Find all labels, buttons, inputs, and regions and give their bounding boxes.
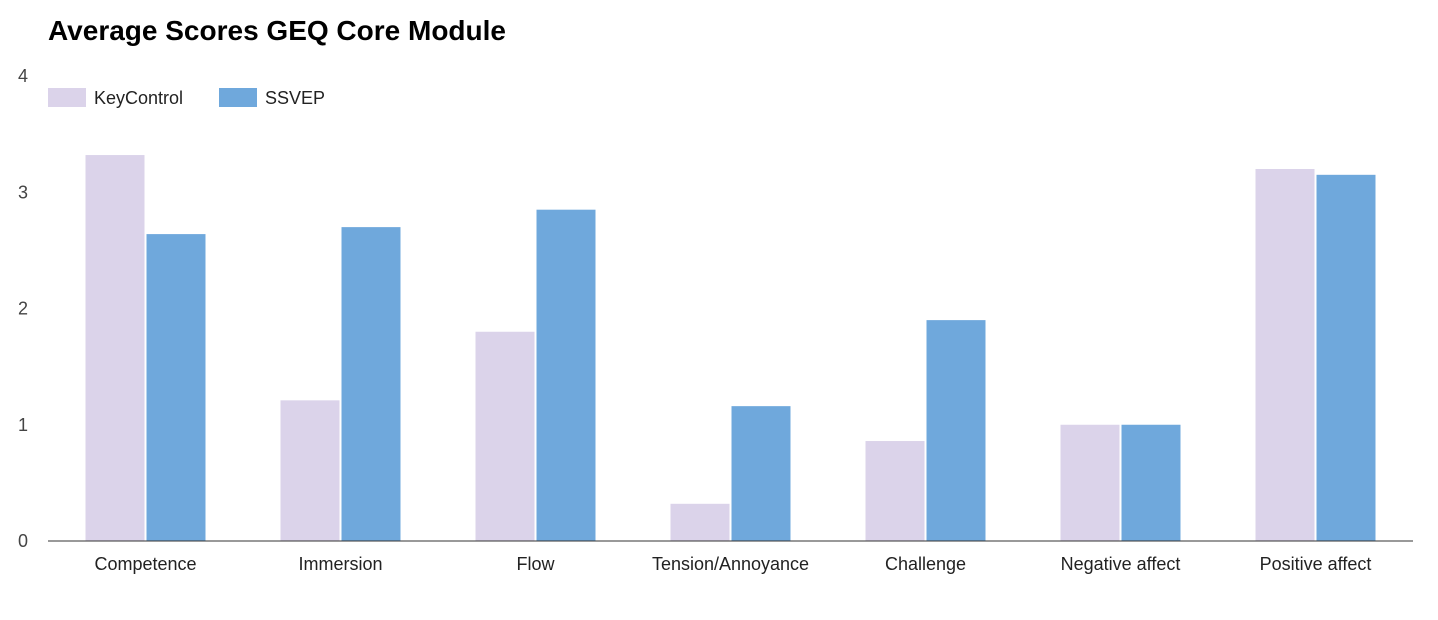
bar-ssvep-5 (1121, 424, 1181, 541)
bar-keycontrol-1 (280, 400, 340, 541)
y-tick-label: 4 (18, 66, 28, 86)
x-tick-label: Tension/Annoyance (652, 554, 809, 574)
y-tick-label: 3 (18, 182, 28, 202)
bars (85, 155, 1376, 542)
bar-keycontrol-5 (1060, 424, 1120, 541)
y-tick-label: 0 (18, 531, 28, 551)
bar-ssvep-2 (536, 209, 596, 541)
chart-title: Average Scores GEQ Core Module (48, 15, 506, 46)
x-tick-label: Competence (94, 554, 196, 574)
y-tick-label: 1 (18, 415, 28, 435)
legend-label-ssvep: SSVEP (265, 88, 325, 108)
legend-swatch-keycontrol (48, 88, 86, 107)
legend: KeyControl SSVEP (48, 88, 325, 108)
x-tick-label: Immersion (298, 554, 382, 574)
legend-swatch-ssvep (219, 88, 257, 107)
bar-ssvep-3 (731, 406, 791, 541)
bar-keycontrol-4 (865, 441, 925, 541)
x-tick-label: Challenge (885, 554, 966, 574)
x-tick-label: Positive affect (1260, 554, 1372, 574)
y-axis-ticks: 0 1 2 3 4 (18, 66, 28, 551)
y-tick-label: 2 (18, 299, 28, 319)
bar-ssvep-0 (146, 234, 206, 541)
x-axis-labels: Competence Immersion Flow Tension/Annoyance… (94, 554, 1371, 574)
legend-label-keycontrol: KeyControl (94, 88, 183, 108)
x-tick-label: Flow (516, 554, 555, 574)
bar-keycontrol-3 (670, 503, 730, 541)
bar-ssvep-4 (926, 320, 986, 541)
bar-ssvep-1 (341, 227, 401, 541)
bar-keycontrol-0 (85, 155, 145, 542)
x-tick-label: Negative affect (1061, 554, 1181, 574)
bar-keycontrol-6 (1255, 169, 1315, 541)
bar-keycontrol-2 (475, 331, 535, 541)
bar-ssvep-6 (1316, 174, 1376, 541)
